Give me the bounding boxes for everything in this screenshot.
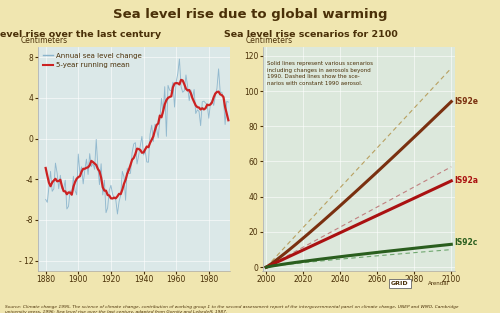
Legend: Annual sea level change, 5-year running mean: Annual sea level change, 5-year running … [41, 50, 144, 70]
Text: IS92e: IS92e [454, 97, 478, 106]
Text: Sea level rise due to global warming: Sea level rise due to global warming [113, 8, 387, 21]
Text: Centimeters: Centimeters [20, 36, 68, 45]
Text: Arendal: Arendal [428, 281, 449, 286]
Text: Sea level rise over the last century: Sea level rise over the last century [0, 30, 161, 39]
Text: GRID: GRID [391, 281, 409, 286]
Text: Sea level rise scenarios for 2100: Sea level rise scenarios for 2100 [224, 30, 398, 39]
Text: IS92c: IS92c [454, 238, 477, 247]
Text: Solid lines represent various scenarios
including changes in aerosols beyond
199: Solid lines represent various scenarios … [267, 61, 373, 86]
Text: Centimeters: Centimeters [245, 36, 292, 45]
Text: IS92a: IS92a [454, 176, 478, 185]
Text: Source: Climate change 1995, The science of climate change, contribution of work: Source: Climate change 1995, The science… [5, 305, 458, 313]
